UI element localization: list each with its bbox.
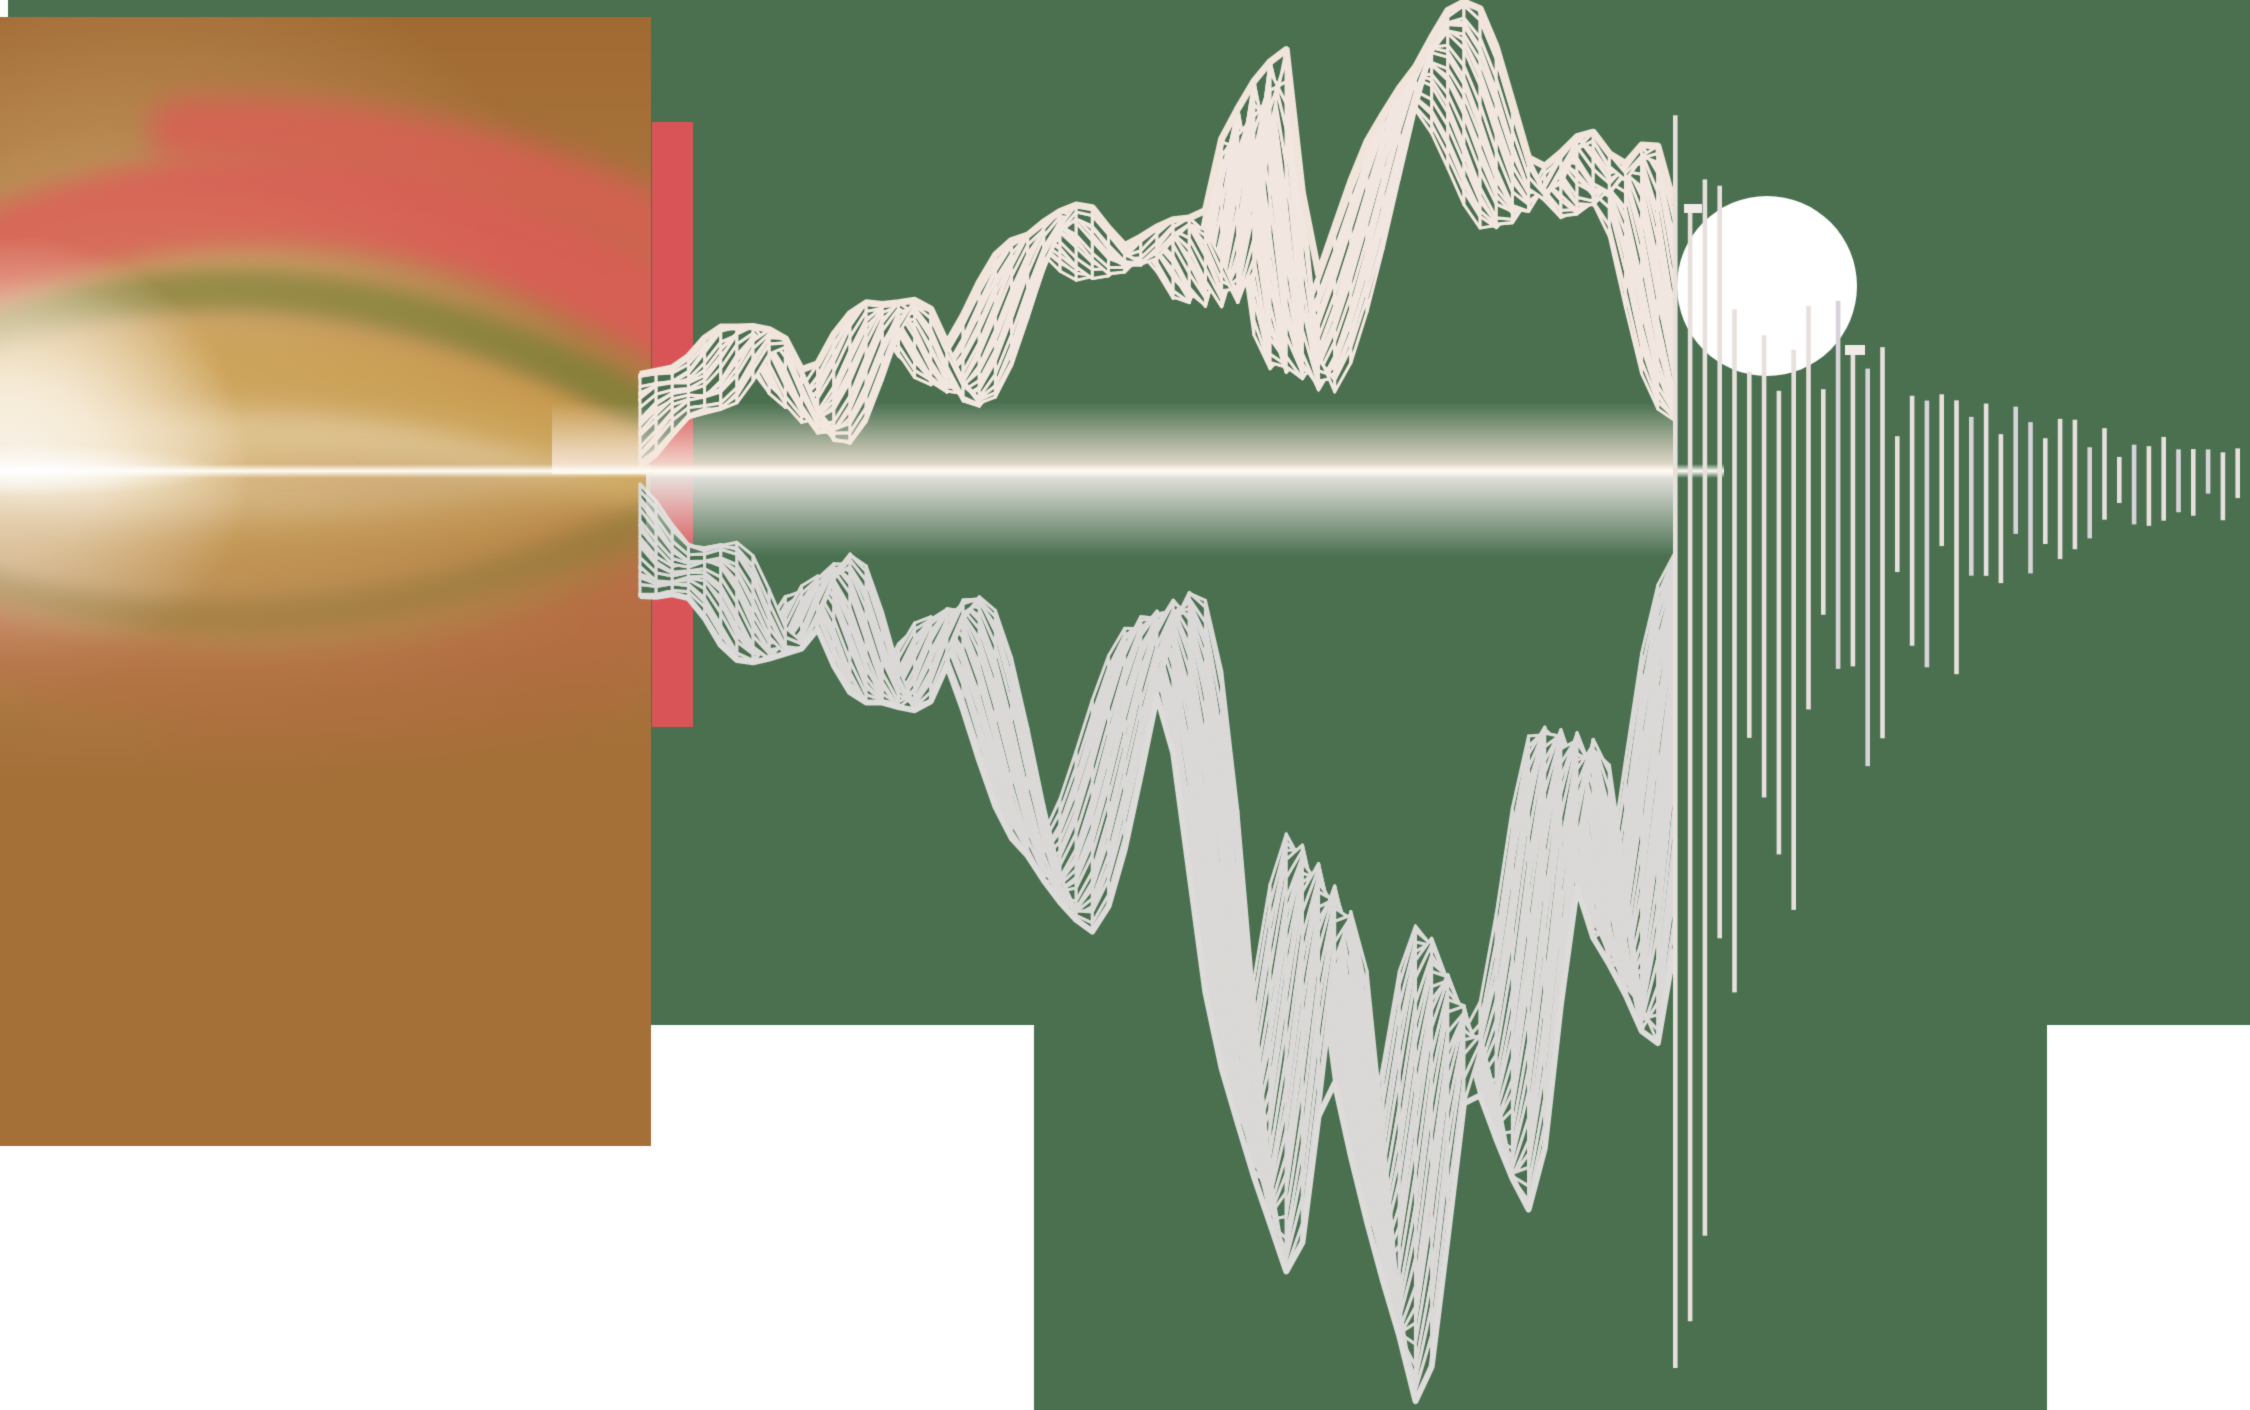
artwork-canvas <box>0 0 2250 1410</box>
artwork-stage <box>0 0 2250 1410</box>
